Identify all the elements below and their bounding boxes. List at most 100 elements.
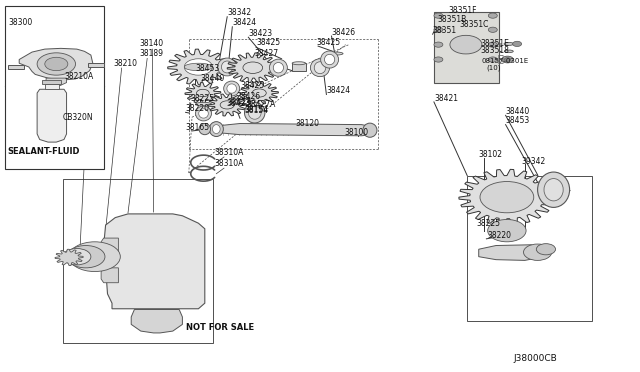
Circle shape [63, 248, 91, 265]
Bar [63, 179, 213, 343]
Polygon shape [46, 78, 67, 86]
Text: 38423: 38423 [226, 99, 250, 108]
Polygon shape [55, 249, 83, 266]
Text: 38426: 38426 [237, 92, 261, 101]
Circle shape [450, 35, 482, 54]
Polygon shape [240, 82, 278, 104]
Text: 38310A: 38310A [214, 159, 244, 168]
Ellipse shape [504, 50, 513, 53]
Text: NOT FOR SALE: NOT FOR SALE [186, 323, 253, 332]
Text: 38220: 38220 [186, 104, 210, 113]
Text: 38424: 38424 [326, 86, 351, 95]
Circle shape [45, 57, 68, 71]
Text: (10): (10) [486, 65, 501, 71]
Text: 38100: 38100 [344, 128, 369, 137]
Ellipse shape [184, 63, 212, 71]
Polygon shape [168, 49, 229, 85]
Polygon shape [19, 48, 93, 80]
Ellipse shape [212, 125, 220, 134]
Text: 38154: 38154 [244, 105, 269, 114]
Text: 38421: 38421 [434, 94, 458, 103]
Ellipse shape [227, 84, 237, 93]
Polygon shape [479, 245, 538, 260]
Circle shape [513, 41, 522, 46]
Circle shape [488, 42, 497, 47]
Text: 38351E: 38351E [480, 39, 509, 48]
Text: 38423: 38423 [248, 29, 273, 38]
Ellipse shape [329, 52, 343, 55]
Ellipse shape [324, 54, 335, 65]
Text: 38189: 38189 [140, 49, 164, 58]
Polygon shape [88, 63, 104, 67]
Text: 38427: 38427 [255, 49, 279, 58]
Text: 38210: 38210 [113, 59, 138, 68]
Text: 38351C: 38351C [460, 20, 489, 29]
Ellipse shape [248, 106, 261, 119]
Circle shape [502, 56, 513, 63]
Ellipse shape [269, 59, 287, 76]
Text: 38140: 38140 [140, 39, 164, 48]
Polygon shape [227, 53, 278, 83]
Circle shape [434, 27, 443, 32]
Circle shape [486, 185, 527, 209]
Text: 38453: 38453 [506, 116, 530, 125]
Circle shape [196, 89, 209, 97]
Circle shape [524, 244, 552, 260]
Bar [5, 6, 104, 169]
Polygon shape [185, 83, 221, 103]
Ellipse shape [538, 172, 570, 208]
Circle shape [480, 182, 534, 213]
Polygon shape [292, 63, 306, 71]
Circle shape [488, 219, 526, 242]
Ellipse shape [225, 98, 239, 101]
Ellipse shape [198, 109, 209, 118]
Ellipse shape [310, 59, 330, 77]
Circle shape [536, 244, 556, 255]
Ellipse shape [314, 62, 326, 74]
Text: 38453: 38453 [195, 64, 220, 73]
Polygon shape [208, 94, 246, 116]
Ellipse shape [292, 62, 306, 65]
Polygon shape [8, 65, 24, 69]
Polygon shape [37, 89, 67, 142]
Bar [434, 12, 499, 83]
Text: 38426: 38426 [332, 28, 356, 37]
Polygon shape [45, 84, 59, 89]
Polygon shape [101, 268, 118, 283]
Polygon shape [104, 214, 205, 309]
Circle shape [488, 27, 497, 32]
Polygon shape [101, 238, 118, 253]
Circle shape [488, 57, 497, 62]
Text: 38427A: 38427A [246, 100, 276, 109]
Text: 38440: 38440 [200, 74, 225, 83]
Text: 38154: 38154 [244, 106, 269, 115]
Polygon shape [211, 124, 371, 136]
Ellipse shape [244, 103, 265, 123]
Text: 38425: 38425 [256, 38, 280, 47]
Circle shape [69, 242, 120, 272]
Text: J38000CB: J38000CB [513, 354, 557, 363]
Circle shape [434, 42, 443, 47]
Ellipse shape [273, 62, 284, 73]
Ellipse shape [199, 124, 211, 135]
Circle shape [37, 53, 76, 75]
Text: 38210A: 38210A [64, 72, 93, 81]
Circle shape [186, 60, 211, 74]
Text: 38423: 38423 [227, 98, 252, 107]
Bar [467, 176, 592, 321]
Circle shape [184, 59, 212, 75]
Circle shape [434, 57, 443, 62]
Ellipse shape [196, 106, 211, 121]
Ellipse shape [544, 179, 563, 201]
Text: 38351: 38351 [433, 26, 457, 35]
Text: 08157-0301E: 08157-0301E [482, 58, 529, 64]
Text: 38425: 38425 [240, 81, 264, 90]
Text: 38102: 38102 [478, 150, 502, 159]
Polygon shape [42, 80, 61, 84]
Text: 38120: 38120 [295, 119, 319, 128]
Ellipse shape [196, 102, 211, 106]
Text: 38440: 38440 [506, 107, 530, 116]
Ellipse shape [224, 81, 240, 96]
Circle shape [243, 62, 262, 73]
Text: 383518: 383518 [480, 46, 509, 55]
